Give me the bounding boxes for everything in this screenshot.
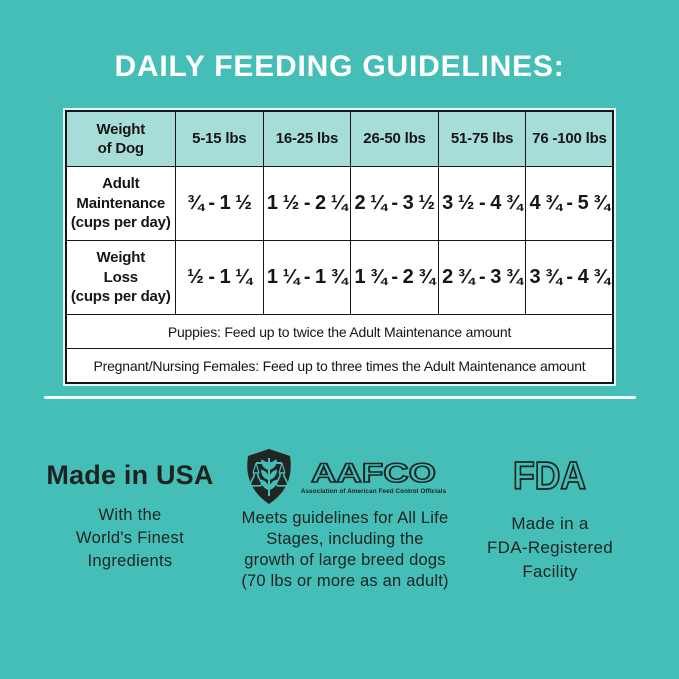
aafco-org-name: Association of American Feed Control Off… [300,487,447,495]
table-row-weight-loss: Weight Loss (cups per day) ½ - 1 ¼ 1 ¼ -… [65,240,614,315]
column-header-16-25-lbs: 16-25 lbs [262,110,352,167]
aafco-block: AAFCO Association of American Feed Contr… [225,447,465,592]
value-cell: 1 ¾ - 2 ¾ [350,240,439,315]
row-label-weight-loss: Weight Loss (cups per day) [65,240,177,315]
made-in-usa-block: Made in USA With the World's Finest Ingr… [35,447,225,592]
aafco-shield-icon [247,448,291,504]
value-cell: 4 ¾ - 5 ¾ [525,166,614,241]
row-label-adult-maintenance: Adult Maintenance (cups per day) [65,166,177,241]
column-header-26-50-lbs: 26-50 lbs [350,110,439,167]
feeding-table: Weight of Dog 5-15 lbs 16-25 lbs 26-50 l… [64,110,615,384]
header-row: Weight of Dog 5-15 lbs 16-25 lbs 26-50 l… [65,110,614,167]
section-divider [43,396,636,399]
aafco-description: Meets guidelines for All Life Stages, in… [241,509,449,590]
table-row-adult-maintenance: Adult Maintenance (cups per day) ¾ - 1 ½… [65,166,614,241]
aafco-wordmark: AAFCO [311,458,436,487]
value-cell: 2 ¼ - 3 ½ [350,166,439,241]
value-cell: 3 ½ - 4 ¾ [437,166,527,241]
column-header-76-100-lbs: 76 -100 lbs [525,110,614,167]
note-row-pregnant-nursing: Pregnant/Nursing Females: Feed up to thr… [65,348,614,384]
made-in-usa-title: Made in USA [46,460,214,490]
value-cell: ½ - 1 ¼ [175,240,264,315]
fda-description: Made in a FDA-Registered Facility [486,514,614,581]
note-row-puppies: Puppies: Feed up to twice the Adult Main… [65,314,614,349]
column-header-weight-of-dog: Weight of Dog [65,110,177,167]
footer: Made in USA With the World's Finest Ingr… [0,447,679,592]
puppies-note: Puppies: Feed up to twice the Adult Main… [65,314,614,349]
aafco-wordmark-icon: AAFCO [310,458,437,487]
column-header-5-15-lbs: 5-15 lbs [175,110,264,167]
value-cell: 2 ¾ - 3 ¾ [437,240,527,315]
value-cell: 1 ¼ - 1 ¾ [262,240,352,315]
aafco-logo: AAFCO Association of American Feed Contr… [225,447,465,505]
value-cell: 3 ¾ - 4 ¾ [525,240,614,315]
page-title: DAILY FEEDING GUIDELINES: [114,50,565,83]
fda-block: FDA Made in a FDA-Registered Facility [465,447,635,592]
pregnant-nursing-note: Pregnant/Nursing Females: Feed up to thr… [65,348,614,384]
fda-logo-icon: FDA [512,454,587,499]
value-cell: 1 ½ - 2 ¼ [262,166,352,241]
aafco-wordmark-block: AAFCO Association of American Feed Contr… [301,458,446,495]
column-header-51-75-lbs: 51-75 lbs [437,110,527,167]
fda-wordmark: FDA [513,456,586,497]
made-in-usa-subtitle: With the World's Finest Ingredients [76,506,184,570]
value-cell: ¾ - 1 ½ [175,166,264,241]
